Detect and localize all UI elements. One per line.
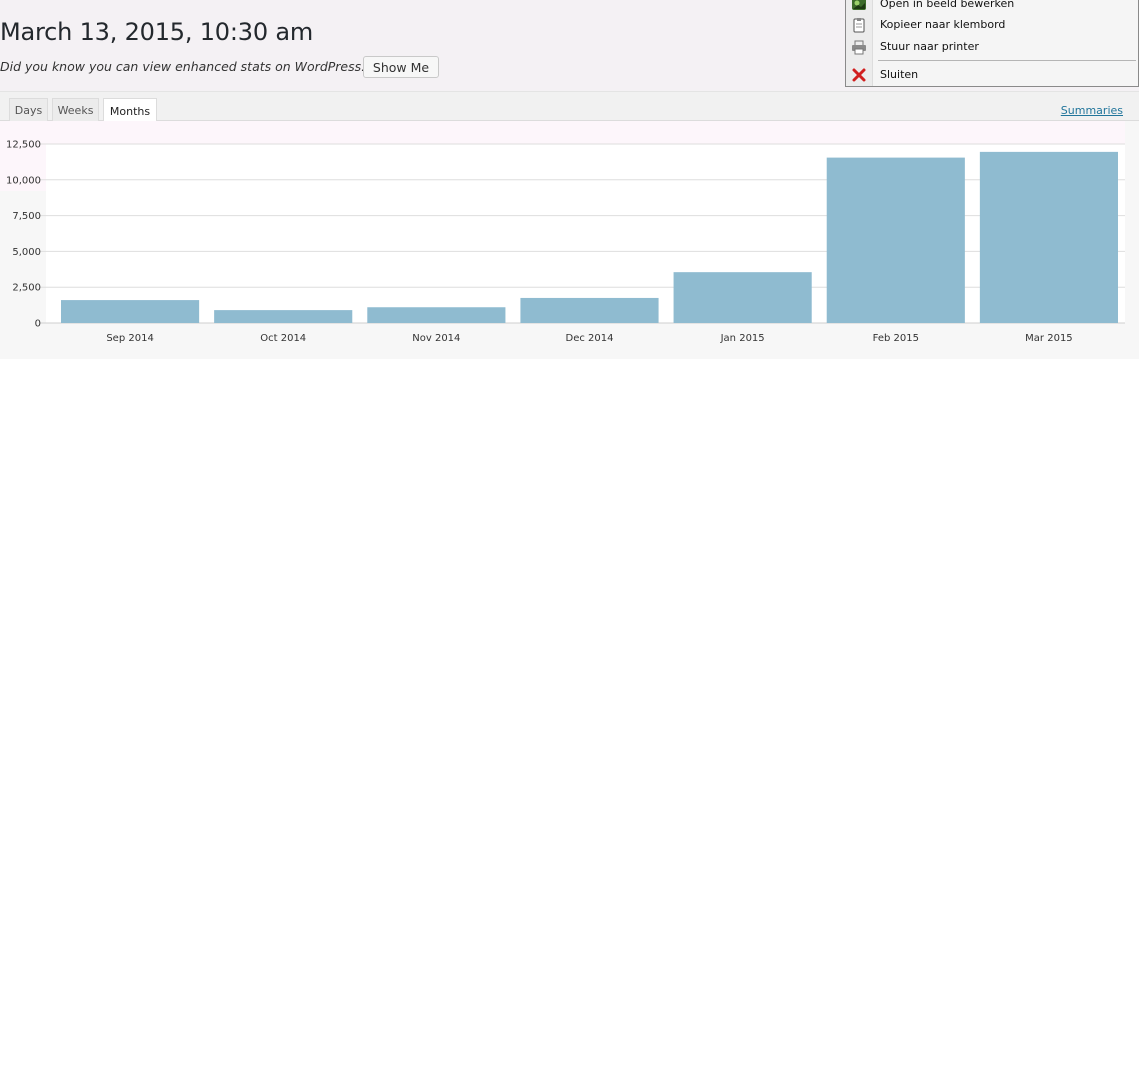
bar	[826, 157, 965, 323]
close-icon	[852, 68, 866, 82]
y-tick-label: 2,500	[12, 283, 41, 294]
tab-days[interactable]: Days	[9, 98, 48, 122]
bar	[673, 272, 812, 323]
bar	[214, 310, 353, 323]
x-tick-label: Mar 2015	[1025, 333, 1073, 344]
clipboard-icon	[853, 18, 865, 33]
page-title: March 13, 2015, 10:30 am	[0, 18, 314, 46]
tab-months[interactable]: Months	[103, 98, 157, 123]
bar	[367, 307, 506, 323]
tab-weeks[interactable]: Weeks	[52, 98, 99, 122]
menu-item-label: Stuur naar printer	[880, 40, 979, 53]
menu-item-print[interactable]: Stuur naar printer	[846, 37, 1138, 57]
image-edit-icon	[852, 0, 866, 10]
y-tick-label: 10,000	[6, 175, 41, 186]
menu-item-copy-clipboard[interactable]: Kopieer naar klembord	[846, 15, 1138, 35]
y-tick-label: 5,000	[12, 247, 41, 258]
x-tick-label: Dec 2014	[566, 333, 614, 344]
y-tick-label: 0	[35, 319, 41, 330]
y-tick-label: 12,500	[6, 140, 41, 151]
bar	[979, 151, 1118, 323]
bar	[61, 300, 200, 323]
context-menu: Open in beeld bewerken Kopieer naar klem…	[845, 0, 1139, 87]
menu-separator	[878, 60, 1136, 61]
printer-icon	[852, 40, 866, 55]
summaries-link[interactable]: Summaries	[1060, 104, 1123, 117]
x-tick-label: Feb 2015	[873, 333, 919, 344]
menu-item-close[interactable]: Sluiten	[846, 65, 1138, 85]
stats-chart-panel: 0 2,500 5,000 7,500 10,000 12,500 Sep 2014 Oct …	[0, 121, 1139, 359]
x-tick-label: Nov 2014	[412, 333, 460, 344]
bar	[520, 297, 659, 323]
promo-text: Did you know you can view enhanced stats…	[0, 59, 399, 74]
show-me-button[interactable]: Show Me	[363, 56, 439, 78]
views-bar-chart: 0 2,500 5,000 7,500 10,000 12,500 Sep 2014 Oct …	[6, 140, 1125, 344]
y-tick-label: 7,500	[12, 211, 41, 222]
period-tabs: Days Weeks Months Summaries	[0, 91, 1139, 123]
menu-item-label: Sluiten	[880, 68, 919, 81]
menu-item-label: Kopieer naar klembord	[880, 18, 1006, 31]
x-tick-label: Oct 2014	[260, 333, 306, 344]
menu-item-open-in-editor[interactable]: Open in beeld bewerken	[846, 0, 1138, 14]
menu-item-label: Open in beeld bewerken	[880, 0, 1015, 10]
x-tick-label: Jan 2015	[720, 333, 765, 344]
x-tick-label: Sep 2014	[106, 333, 153, 344]
